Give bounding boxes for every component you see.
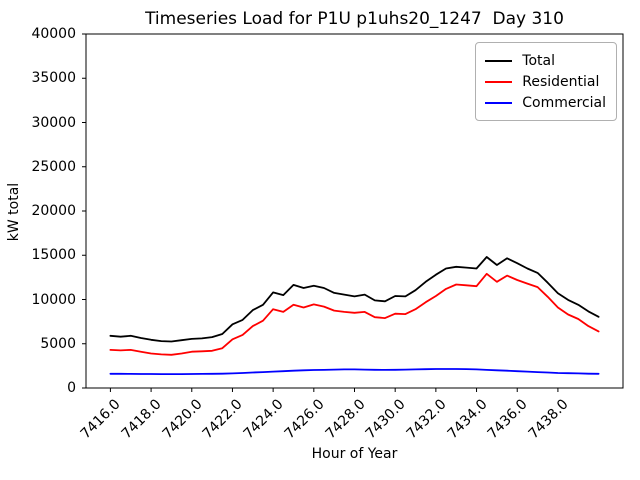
residential-line (109, 272, 600, 356)
commercial-line (109, 368, 600, 376)
legend-line-sample-total (485, 59, 513, 62)
y-tick-label: 0 (67, 380, 76, 396)
legend-line-sample-commercial (485, 101, 513, 104)
legend-label: Residential (522, 73, 600, 90)
legend: Total Residential Commercial (475, 42, 617, 121)
legend-label: Total (522, 52, 555, 69)
y-tick-label: 30000 (31, 114, 76, 131)
legend-label: Commercial (522, 94, 606, 111)
legend-item-commercial: Commercial (485, 92, 606, 113)
y-tick-label: 5000 (40, 335, 76, 352)
y-tick-label: 20000 (31, 203, 76, 219)
legend-item-total: Total (485, 50, 606, 71)
y-tick-label: 15000 (31, 247, 76, 264)
y-tick-label: 25000 (31, 158, 76, 175)
y-tick-label: 35000 (31, 70, 76, 87)
chart-title: Timeseries Load for P1U p1uhs20_1247 Day… (145, 9, 564, 29)
legend-line-sample-residential (485, 80, 513, 83)
x-axis-label: Hour of Year (311, 446, 398, 462)
y-tick-label: 40000 (31, 26, 76, 42)
y-tick-label: 10000 (31, 291, 76, 308)
total-line (109, 256, 600, 343)
y-axis-label: kW total (6, 182, 22, 242)
legend-item-residential: Residential (485, 71, 606, 92)
